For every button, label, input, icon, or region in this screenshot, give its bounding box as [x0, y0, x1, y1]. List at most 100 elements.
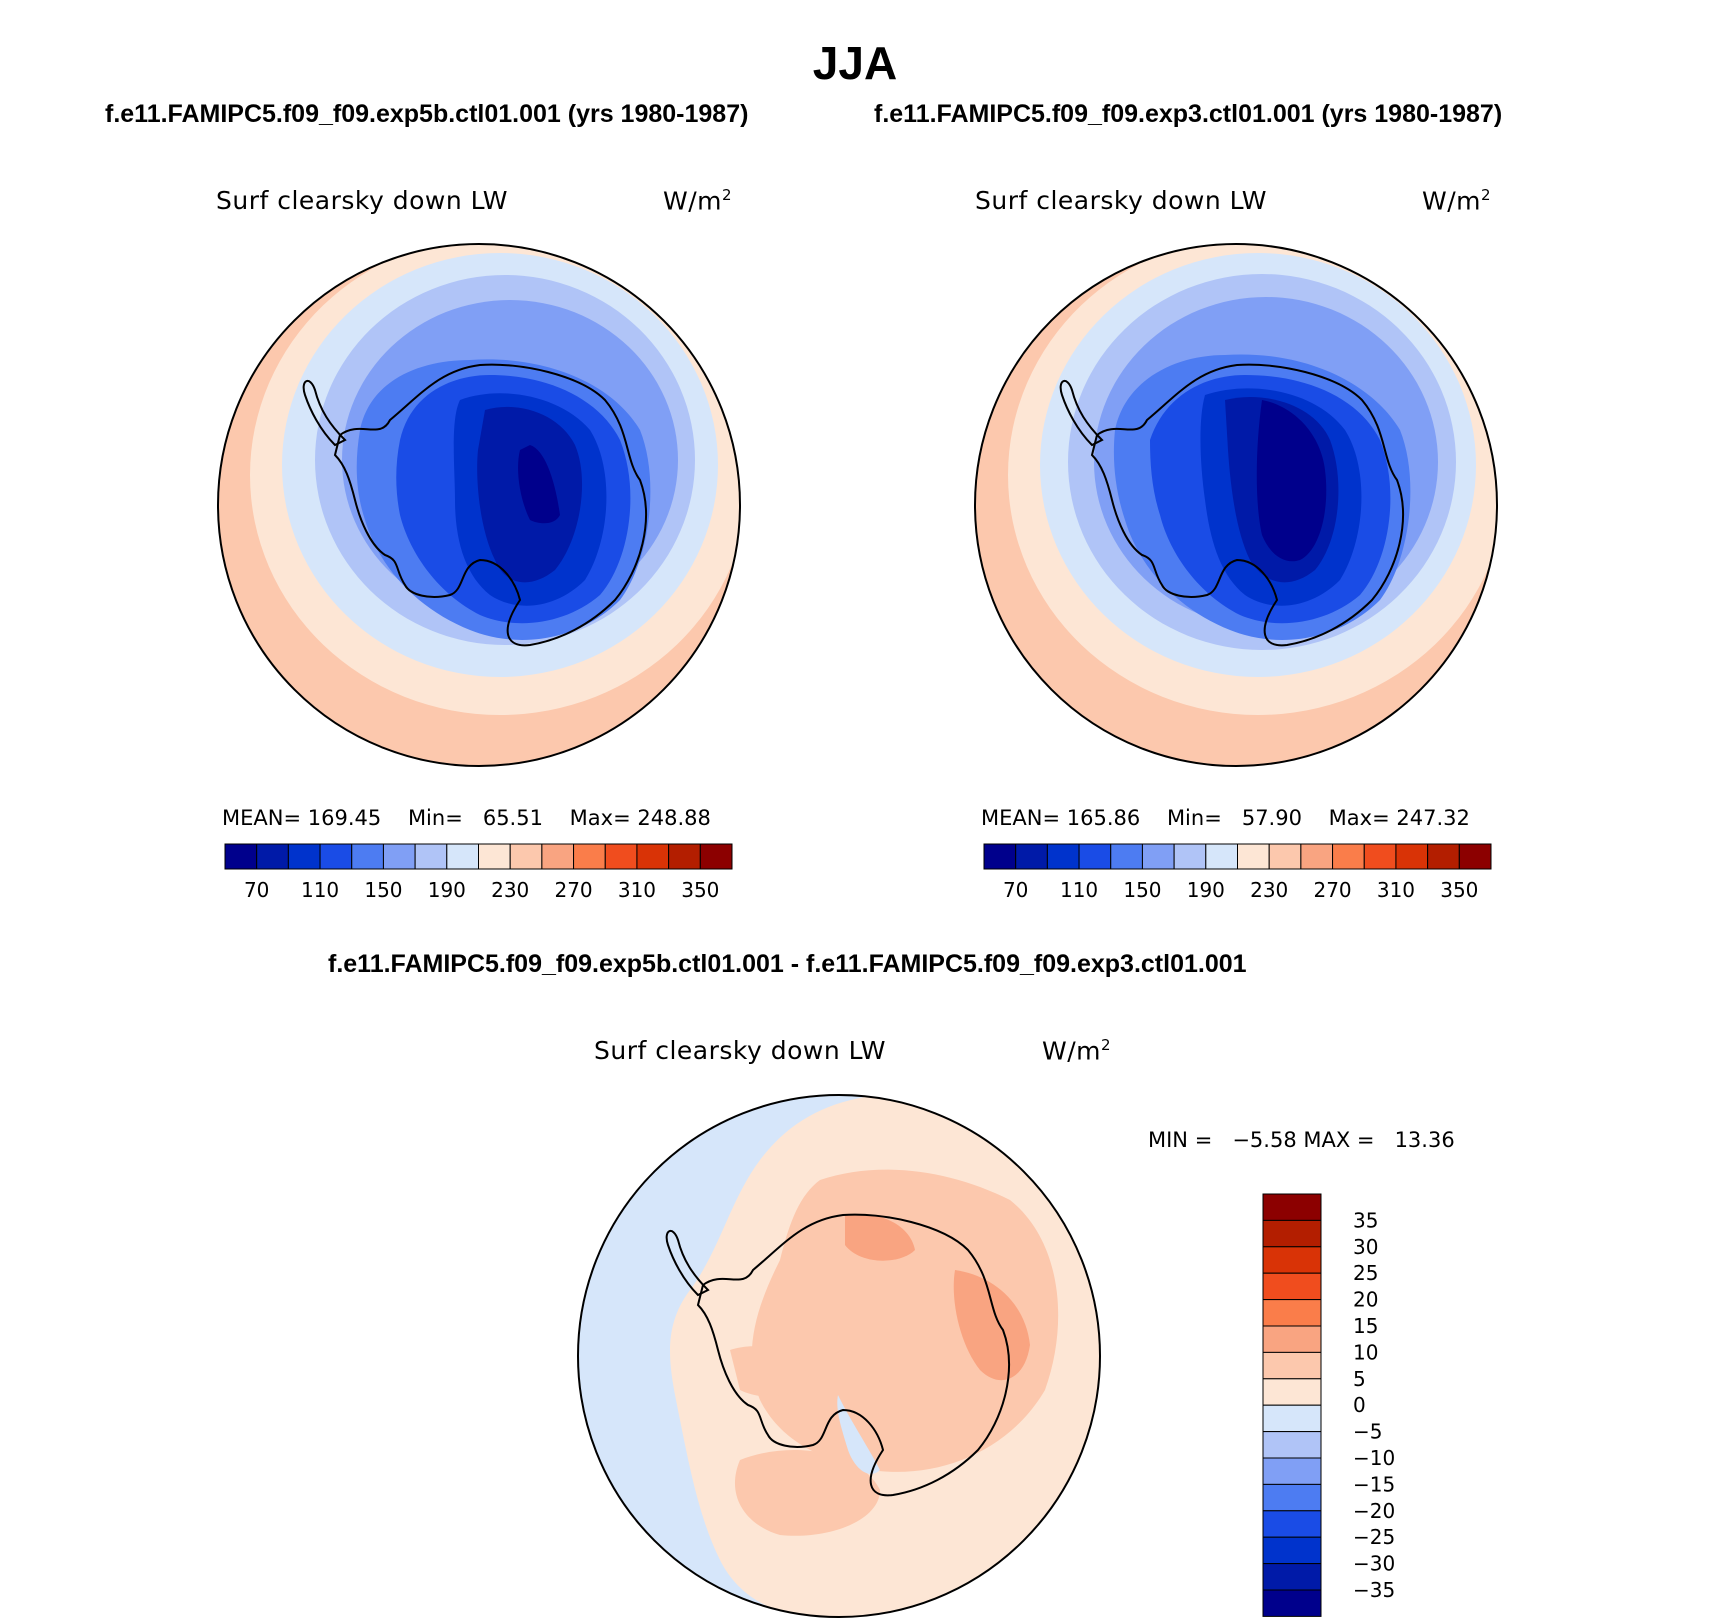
- colorbar-3-swatch: [1262, 1299, 1322, 1327]
- colorbar-3-swatch: [1262, 1351, 1322, 1380]
- panel-1-variable-label: Surf clearsky down LW: [216, 186, 509, 215]
- colorbar-3-tick-label: −25: [1353, 1525, 1395, 1549]
- colorbar-1-tick-label: 310: [618, 878, 656, 902]
- diff-min-max: MIN = −5.58 MAX = 13.36: [1148, 1128, 1455, 1152]
- colorbar-2-tick-label: 350: [1440, 878, 1478, 902]
- colorbar-1-swatch: [224, 843, 258, 870]
- colorbar-3-swatch: [1262, 1483, 1322, 1512]
- colorbar-1-swatch: [604, 843, 638, 870]
- diff-variable-label: Surf clearsky down LW: [594, 1036, 887, 1065]
- map-3-peninsula: [665, 1230, 710, 1297]
- colorbar-2-swatch: [1300, 843, 1334, 870]
- colorbar-3-swatch: [1262, 1325, 1322, 1353]
- colorbar-2-swatch: [1427, 843, 1460, 870]
- colorbar-3-tick-label: −35: [1353, 1578, 1395, 1602]
- colorbar-1-swatch: [351, 843, 384, 870]
- colorbar-2-swatch: [1015, 843, 1048, 870]
- colorbar-2-swatch: [1458, 843, 1492, 870]
- colorbar-1-tick-label: 110: [301, 878, 339, 902]
- colorbar-3-tick-label: 30: [1353, 1235, 1378, 1259]
- colorbar-2-swatch: [1237, 843, 1270, 870]
- colorbar-1-swatch: [668, 843, 701, 870]
- map-3-ring-5-10-south: [734, 1450, 880, 1536]
- colorbar-1-swatch: [319, 843, 353, 870]
- colorbar-1-tick-label: 70: [244, 878, 269, 902]
- colorbar-2-tick-label: 70: [1003, 878, 1028, 902]
- map-2-ring-70: [1256, 400, 1327, 562]
- diff-case-title: f.e11.FAMIPC5.f09_f09.exp5b.ctl01.001 - …: [328, 950, 1247, 978]
- colorbar-3-swatch: [1262, 1563, 1322, 1591]
- panel-2-case-title: f.e11.FAMIPC5.f09_f09.exp3.ctl01.001 (yr…: [874, 100, 1503, 128]
- colorbar-2-tick-label: 310: [1377, 878, 1415, 902]
- colorbar-2-swatch: [1078, 843, 1112, 870]
- colorbar-3-tick-label: −20: [1353, 1499, 1395, 1523]
- diff-units: W/m2: [1042, 1036, 1112, 1066]
- panel-1-case-title: f.e11.FAMIPC5.f09_f09.exp5b.ctl01.001 (y…: [105, 100, 749, 128]
- colorbar-1-tick-label: 190: [428, 878, 466, 902]
- colorbar-1-swatch: [287, 843, 321, 870]
- map-2-peninsula: [1059, 380, 1104, 447]
- colorbar-3-swatch: [1262, 1457, 1322, 1485]
- colorbar-1-tick-label: 150: [364, 878, 402, 902]
- map-3: [578, 1095, 1100, 1617]
- map-1-peninsula: [302, 380, 347, 447]
- colorbar-1-swatch: [382, 843, 416, 870]
- colorbar-3-swatch: [1262, 1510, 1322, 1538]
- map-1-border: [217, 243, 741, 767]
- colorbar-3-swatch: [1262, 1272, 1322, 1301]
- colorbar-3-tick-label: −10: [1353, 1446, 1395, 1470]
- colorbar-1-swatch: [478, 843, 511, 870]
- colorbar-3-tick-label: 25: [1353, 1261, 1378, 1285]
- colorbar-2-tick-label: 110: [1060, 878, 1098, 902]
- map-3-coastline: [696, 1213, 1010, 1497]
- colorbar-2-swatch: [1332, 843, 1365, 870]
- colorbar-3-swatch: [1262, 1246, 1322, 1274]
- colorbar-3-swatch: [1262, 1404, 1322, 1433]
- panel-2-variable-label: Surf clearsky down LW: [975, 186, 1268, 215]
- colorbar-3-swatch: [1262, 1536, 1322, 1565]
- map-3-ring-5-10: [751, 1169, 1059, 1472]
- colorbar-2-tick-label: 230: [1250, 878, 1288, 902]
- map-1-coastline: [333, 363, 647, 647]
- colorbar-1-swatch: [256, 843, 289, 870]
- colorbar-2-swatch: [1363, 843, 1397, 870]
- colorbar-2: 70 110 150 190 230 270 310 350: [983, 843, 1492, 902]
- colorbar-2-swatch: [1395, 843, 1429, 870]
- colorbar-1-swatch: [541, 843, 575, 870]
- colorbar-3-tick-label: 20: [1353, 1288, 1378, 1312]
- colorbar-3-tick-label: 0: [1353, 1393, 1366, 1417]
- colorbar-1-swatch: [414, 843, 448, 870]
- panel-1-units: W/m2: [663, 186, 733, 216]
- colorbar-3-swatch: [1262, 1431, 1322, 1459]
- colorbar-1-swatch: [636, 843, 670, 870]
- colorbar-2-swatch: [1141, 843, 1175, 870]
- colorbar-3-tick-label: 10: [1353, 1340, 1378, 1364]
- panel-2-stats: MEAN= 165.86 Min= 57.90 Max= 247.32: [981, 806, 1470, 830]
- colorbar-2-swatch: [1173, 843, 1207, 870]
- panel-1-stats: MEAN= 169.45 Min= 65.51 Max= 248.88: [222, 806, 711, 830]
- map-1: [218, 244, 740, 766]
- colorbar-1-swatch: [446, 843, 479, 870]
- colorbar-1-tick-label: 350: [681, 878, 719, 902]
- colorbar-3-tick-label: 35: [1353, 1208, 1378, 1232]
- map-2-coastline: [1090, 363, 1404, 647]
- season-title: JJA: [812, 37, 898, 89]
- colorbar-2-swatch: [1110, 843, 1143, 870]
- colorbar-3-swatch: [1262, 1193, 1322, 1221]
- colorbar-3-swatch: [1262, 1378, 1322, 1406]
- colorbar-2-swatch: [1205, 843, 1238, 870]
- map-1-ring-70: [518, 445, 560, 524]
- map-2: [975, 244, 1497, 766]
- map-2-border: [974, 243, 1498, 767]
- colorbar-3-tick-label: −15: [1353, 1472, 1395, 1496]
- map-3-ring-negative-inner: [837, 1395, 880, 1474]
- map-3-border: [577, 1094, 1101, 1618]
- colorbar-1-tick-label: 230: [491, 878, 529, 902]
- colorbar-2-swatch: [983, 843, 1017, 870]
- colorbar-1-tick-label: 270: [554, 878, 592, 902]
- colorbar-3-tick-label: −5: [1353, 1420, 1382, 1444]
- colorbar-1-swatch: [573, 843, 606, 870]
- colorbar-2-tick-label: 150: [1123, 878, 1161, 902]
